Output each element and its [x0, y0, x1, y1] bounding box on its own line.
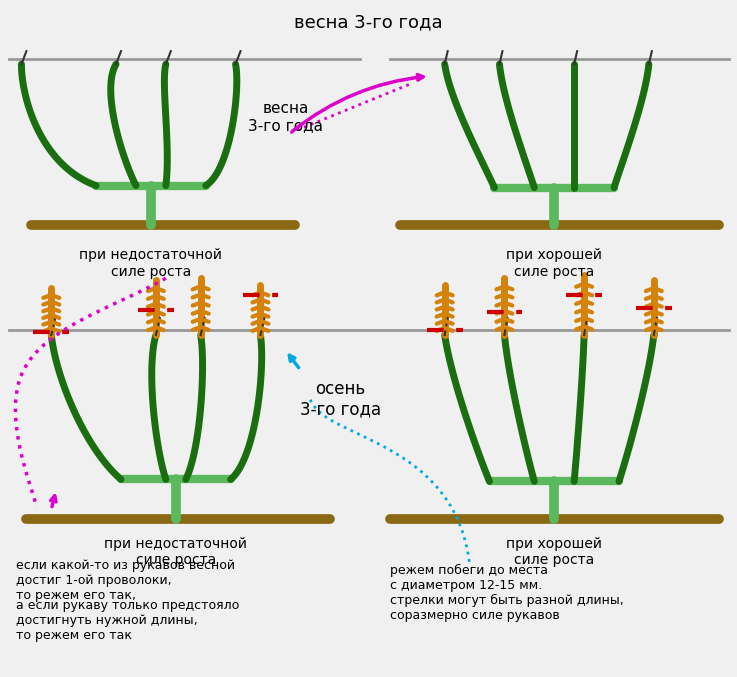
Text: режем побеги до места
с диаметром 12-15 мм.
стрелки могут быть разной длины,
сор: режем побеги до места с диаметром 12-15 …	[390, 564, 624, 622]
Text: при хорошей
силе роста: при хорошей силе роста	[506, 537, 602, 567]
Text: если какой-то из рукавов весной
достиг 1-ой проволоки,
то режем его так,: если какой-то из рукавов весной достиг 1…	[16, 559, 235, 602]
Text: а если рукаву только предстояло
достигнуть нужной длины,
то режем его так: а если рукаву только предстояло достигну…	[16, 599, 240, 642]
Text: при недостаточной
силе роста: при недостаточной силе роста	[105, 537, 248, 567]
Text: осень
3-го года: осень 3-го года	[299, 380, 381, 418]
Text: весна 3-го года: весна 3-го года	[293, 14, 442, 31]
Text: весна
3-го года: весна 3-го года	[248, 101, 323, 133]
Text: при хорошей
силе роста: при хорошей силе роста	[506, 248, 602, 278]
Text: при недостаточной
силе роста: при недостаточной силе роста	[80, 248, 223, 278]
